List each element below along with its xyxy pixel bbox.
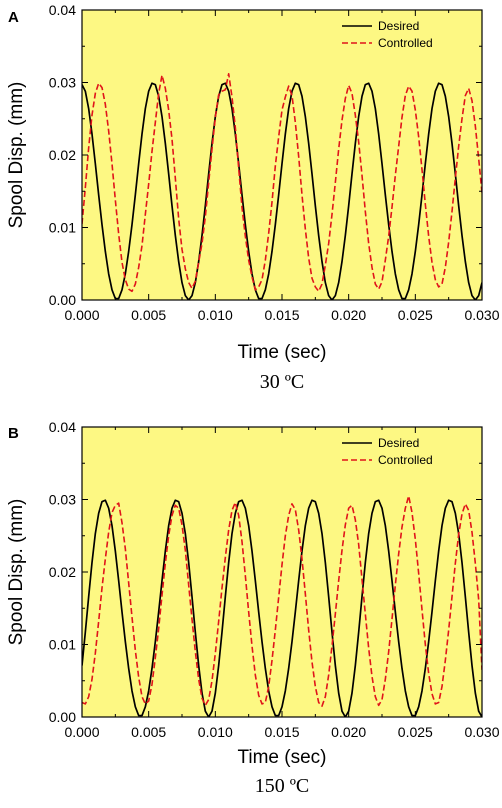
y-axis-title: Spool Disp. (mm) xyxy=(6,82,27,229)
x-tick-label: 0.000 xyxy=(64,307,99,323)
x-tick-label: 0.010 xyxy=(198,307,233,323)
panel-caption: 30 ºC xyxy=(260,371,305,393)
x-tick-label: 0.005 xyxy=(131,307,166,323)
x-tick-label: 0.015 xyxy=(264,724,299,740)
panel-caption: 150 ºC xyxy=(255,775,310,797)
y-tick-label: 0.00 xyxy=(49,709,76,725)
panel-letter: A xyxy=(8,9,19,26)
y-tick-label: 0.01 xyxy=(49,220,76,236)
plot-area xyxy=(82,10,482,300)
y-tick-label: 0.03 xyxy=(49,492,76,508)
x-axis-title: Time (sec) xyxy=(237,747,326,768)
y-tick-label: 0.04 xyxy=(49,2,76,18)
x-tick-label: 0.010 xyxy=(198,724,233,740)
x-tick-label: 0.000 xyxy=(64,724,99,740)
series-line-desired xyxy=(82,82,482,300)
x-tick-label: 0.030 xyxy=(464,307,499,323)
x-tick-label: 0.020 xyxy=(331,307,366,323)
y-axis-title: Spool Disp. (mm) xyxy=(6,499,27,646)
x-tick-label: 0.025 xyxy=(398,724,433,740)
series-line-controlled xyxy=(82,73,482,293)
legend-label-controlled: Controlled xyxy=(378,453,433,467)
x-tick-label: 0.020 xyxy=(331,724,366,740)
y-tick-label: 0.00 xyxy=(49,292,76,308)
y-tick-label: 0.04 xyxy=(49,419,76,435)
x-tick-label: 0.015 xyxy=(264,307,299,323)
y-tick-label: 0.02 xyxy=(49,147,76,163)
x-tick-label: 0.005 xyxy=(131,724,166,740)
legend-label-controlled: Controlled xyxy=(378,36,433,50)
x-tick-label: 0.025 xyxy=(398,307,433,323)
y-tick-label: 0.02 xyxy=(49,564,76,580)
panel-letter: B xyxy=(8,425,19,442)
x-axis-title: Time (sec) xyxy=(237,342,326,363)
chart-panel-b: 0.000 0.005 0.010 0.015 0.020 0.025 0.030 0.00 0… xyxy=(6,419,500,797)
legend-label-desired: Desired xyxy=(378,19,419,33)
series-line-controlled xyxy=(82,495,482,707)
y-tick-label: 0.01 xyxy=(49,637,76,653)
chart-panel-a: 0.000 0.005 0.010 0.015 0.020 0.025 0.030 0.00 0… xyxy=(6,2,500,393)
legend-label-desired: Desired xyxy=(378,436,419,450)
x-tick-label: 0.030 xyxy=(464,724,499,740)
y-tick-label: 0.03 xyxy=(49,75,76,91)
